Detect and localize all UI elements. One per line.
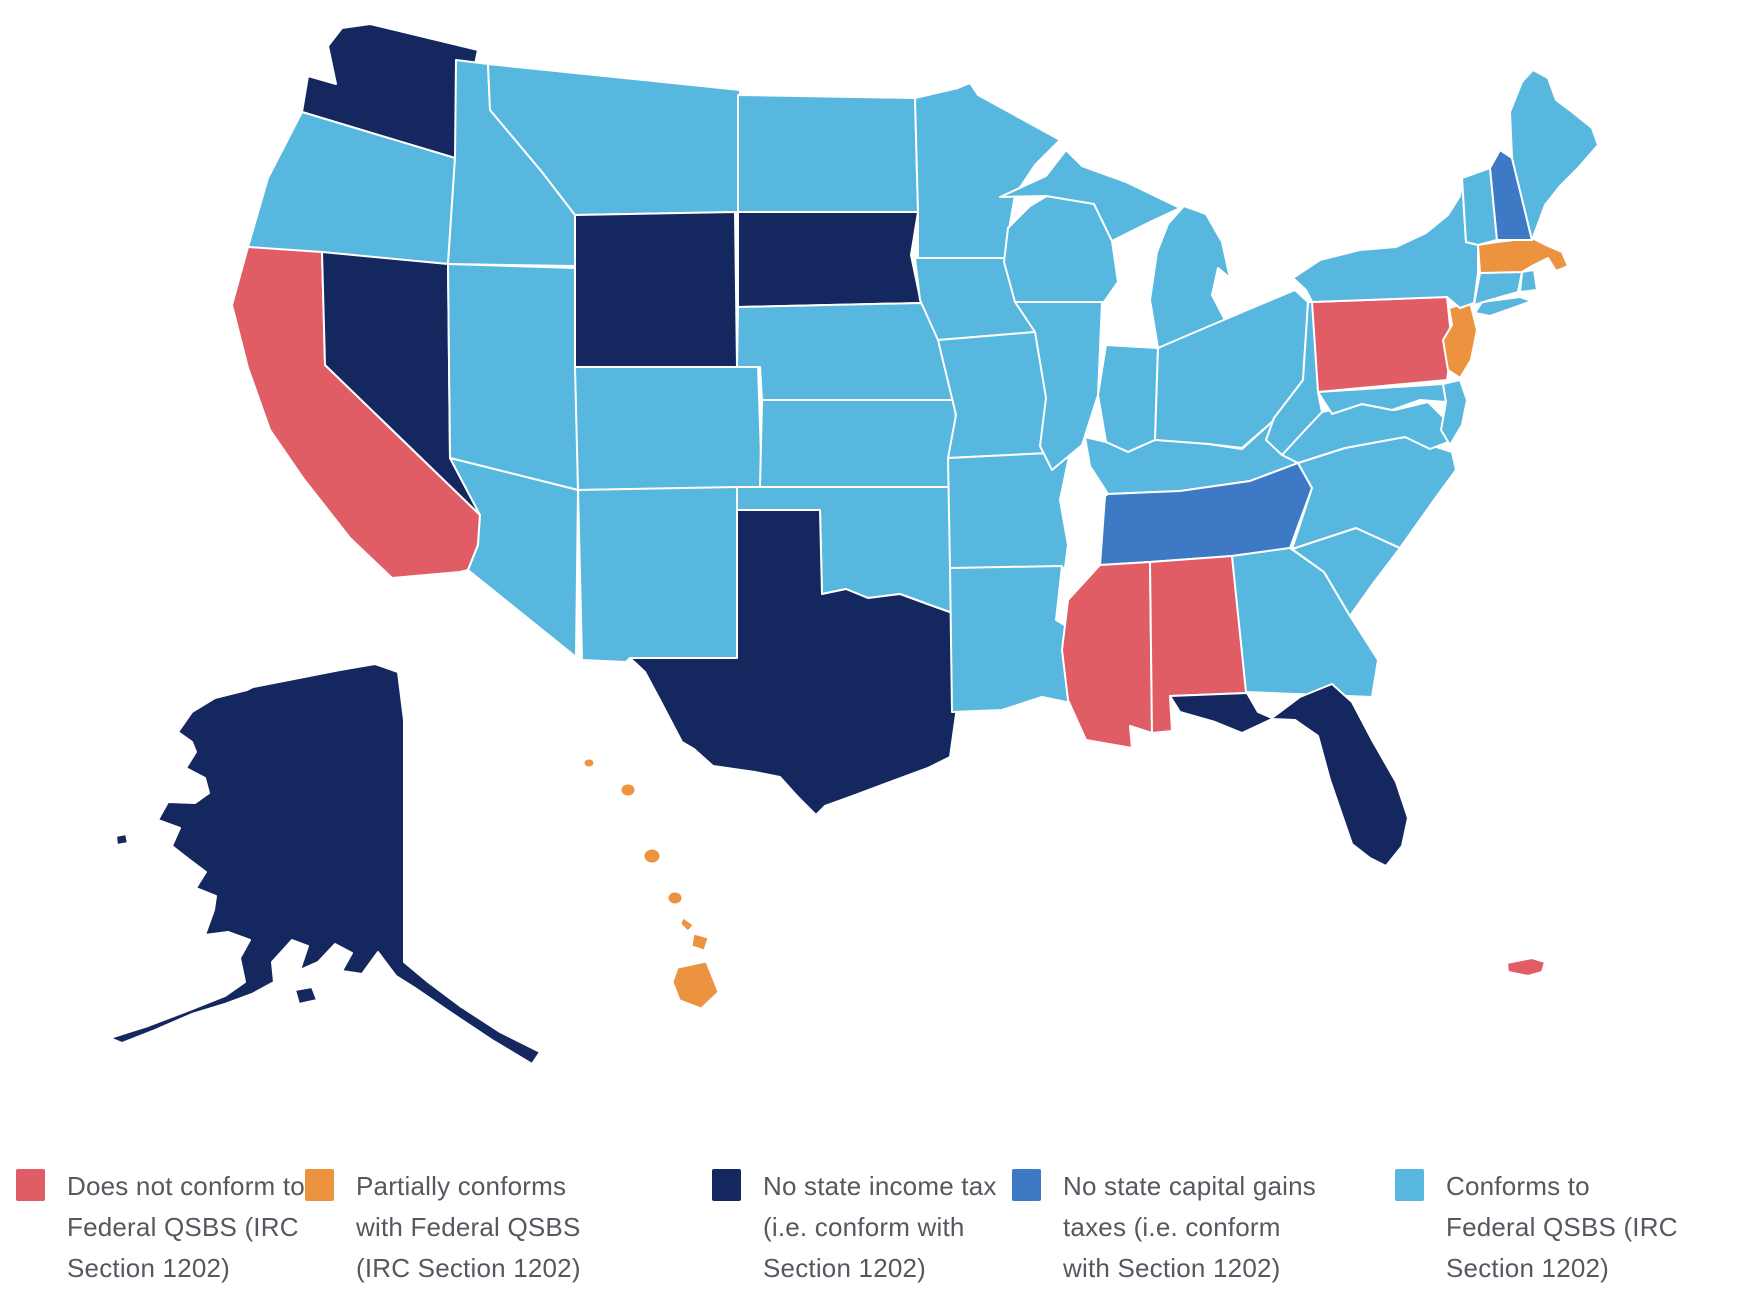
legend-item-does-not-conform: Does not conform to Federal QSBS (IRC Se…	[16, 1166, 325, 1289]
state-indiana[interactable]	[1097, 344, 1159, 453]
legend-label: Partially conforms with Federal QSBS (IR…	[356, 1171, 581, 1283]
state-minnesota[interactable]	[914, 82, 1061, 259]
territory-puerto-rico[interactable]	[1506, 957, 1546, 977]
state-kansas[interactable]	[759, 399, 959, 488]
state-south-dakota[interactable]	[737, 211, 922, 308]
state-north-dakota[interactable]	[737, 94, 919, 213]
red-swatch-icon	[16, 1169, 45, 1201]
state-colorado[interactable]	[574, 364, 763, 491]
state-michigan[interactable]	[999, 149, 1231, 349]
state-utah[interactable]	[447, 263, 579, 491]
state-pennsylvania[interactable]	[1311, 296, 1453, 393]
state-maine[interactable]	[1509, 69, 1599, 241]
state-texas[interactable]	[629, 509, 959, 816]
legend: Does not conform to Federal QSBS (IRC Se…	[0, 1152, 1756, 1296]
state-alaska[interactable]	[109, 663, 541, 1065]
state-new-mexico[interactable]	[577, 486, 738, 663]
legend-item-no-state-income-tax: No state income tax (i.e. conform with S…	[712, 1166, 1011, 1289]
state-delaware[interactable]	[1440, 379, 1468, 446]
light-blue-swatch-icon	[1395, 1169, 1424, 1201]
legend-item-partially-conforms: Partially conforms with Federal QSBS (IR…	[305, 1166, 608, 1289]
blue-swatch-icon	[1012, 1169, 1041, 1201]
state-mississippi[interactable]	[1061, 561, 1153, 749]
state-florida[interactable]	[1169, 683, 1409, 867]
state-rhode-island[interactable]	[1519, 269, 1538, 293]
legend-item-conforms: Conforms to Federal QSBS (IRC Section 12…	[1395, 1166, 1686, 1289]
legend-label: No state income tax (i.e. conform with S…	[763, 1171, 997, 1283]
state-vermont[interactable]	[1461, 167, 1498, 246]
legend-item-no-capital-gains-tax: No state capital gains taxes (i.e. confo…	[1012, 1166, 1331, 1289]
state-new-jersey[interactable]	[1442, 301, 1478, 379]
legend-label: Conforms to Federal QSBS (IRC Section 12…	[1446, 1171, 1678, 1283]
state-nebraska[interactable]	[736, 302, 956, 401]
legend-label: No state capital gains taxes (i.e. confo…	[1063, 1171, 1316, 1283]
state-massachusetts[interactable]	[1477, 237, 1569, 274]
state-wyoming[interactable]	[574, 211, 738, 368]
state-hawaii[interactable]	[583, 758, 719, 1009]
navy-swatch-icon	[712, 1169, 741, 1201]
state-illinois[interactable]	[1014, 301, 1103, 471]
orange-swatch-icon	[305, 1169, 334, 1201]
legend-label: Does not conform to Federal QSBS (IRC Se…	[67, 1171, 305, 1283]
